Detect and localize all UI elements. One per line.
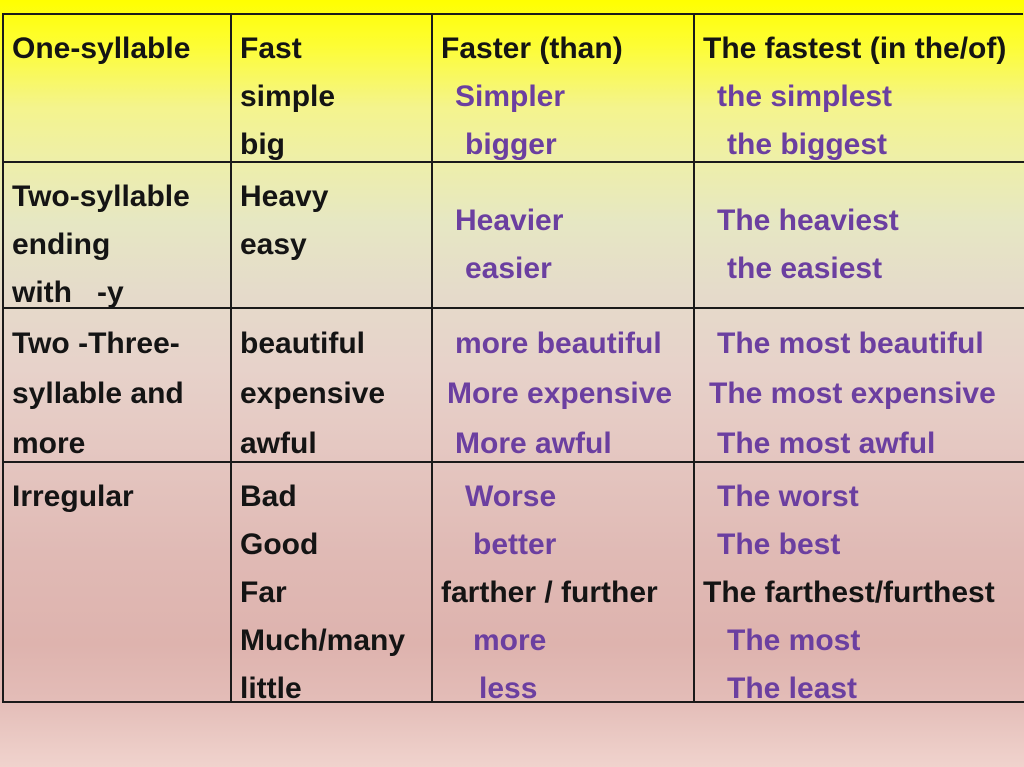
cell-comparative-one-syllable: Faster (than) Simpler bigger: [433, 15, 695, 163]
cell-line: farther / further: [441, 576, 658, 609]
cell-line: awful: [240, 427, 317, 460]
cell-line: Faster (than): [441, 32, 623, 65]
cell-line: the simplest: [717, 80, 893, 113]
cell-line: the easiest: [727, 252, 883, 285]
cell-line: The best: [717, 528, 841, 561]
cell-category-irregular: Irregular: [4, 463, 232, 703]
cell-category-two-syllable-y: Two-syllable ending with -y: [4, 163, 232, 309]
cell-base-multi-syllable: beautiful expensive awful: [232, 309, 433, 463]
cell-line: bigger: [465, 128, 557, 161]
cell-line: less: [479, 672, 538, 703]
cell-line: The most awful: [717, 427, 936, 460]
cell-line: better: [473, 528, 557, 561]
cell-superlative-multi-syllable: The most beautiful The most expensive Th…: [695, 309, 1024, 463]
cell-line: The fastest (in the/of): [703, 32, 1007, 65]
cell-category-one-syllable: One-syllable: [4, 15, 232, 163]
cell-line: more beautiful: [455, 327, 662, 360]
cell-line: little: [240, 672, 302, 703]
cell-line: The least: [727, 672, 858, 703]
cell-category-multi-syllable: Two -Three- syllable and more: [4, 309, 232, 463]
cell-line: with -y: [12, 276, 124, 309]
cell-line: Two-syllable: [12, 180, 190, 213]
cell-line: easier: [465, 252, 552, 285]
cell-line: One-syllable: [12, 32, 191, 65]
cell-base-one-syllable: Fast simple big: [232, 15, 433, 163]
cell-line: more: [473, 624, 547, 657]
cell-line: Worse: [465, 480, 557, 513]
cell-superlative-two-syllable-y: The heaviest the easiest: [695, 163, 1024, 309]
cell-line: The most: [727, 624, 861, 657]
cell-superlative-irregular: The worst The best The farthest/furthest…: [695, 463, 1024, 703]
cell-line: The heaviest: [717, 204, 899, 237]
cell-line: the biggest: [727, 128, 888, 161]
cell-line: Simpler: [455, 80, 566, 113]
cell-line: ending: [12, 228, 111, 261]
cell-line: More awful: [455, 427, 612, 460]
cell-line: The most beautiful: [717, 327, 984, 360]
cell-line: beautiful: [240, 327, 365, 360]
cell-line: big: [240, 128, 285, 161]
cell-line: Irregular: [12, 480, 134, 513]
cell-line: Fast: [240, 32, 302, 65]
cell-line: Heavier: [455, 204, 564, 237]
cell-line: The worst: [717, 480, 859, 513]
cell-line: simple: [240, 80, 336, 113]
cell-comparative-two-syllable-y: Heavier easier: [433, 163, 695, 309]
cell-line: easy: [240, 228, 307, 261]
cell-line: syllable and: [12, 377, 184, 410]
cell-line: Bad: [240, 480, 297, 513]
cell-comparative-irregular: Worse better farther / further more less: [433, 463, 695, 703]
cell-line: expensive: [240, 377, 386, 410]
cell-base-irregular: Bad Good Far Much/many little: [232, 463, 433, 703]
cell-line: Much/many: [240, 624, 406, 657]
cell-line: More expensive: [447, 377, 673, 410]
cell-base-two-syllable-y: Heavy easy: [232, 163, 433, 309]
cell-superlative-one-syllable: The fastest (in the/of) the simplest the…: [695, 15, 1024, 163]
cell-line: The farthest/furthest: [703, 576, 995, 609]
cell-line: Two -Three-: [12, 327, 180, 360]
cell-comparative-multi-syllable: more beautiful More expensive More awful: [433, 309, 695, 463]
cell-line: Good: [240, 528, 319, 561]
cell-line: more: [12, 427, 86, 460]
cell-line: Far: [240, 576, 287, 609]
cell-line: The most expensive: [709, 377, 996, 410]
cell-line: Heavy: [240, 180, 329, 213]
comparison-table: One-syllable Fast simple big Faster (tha…: [2, 13, 1024, 703]
